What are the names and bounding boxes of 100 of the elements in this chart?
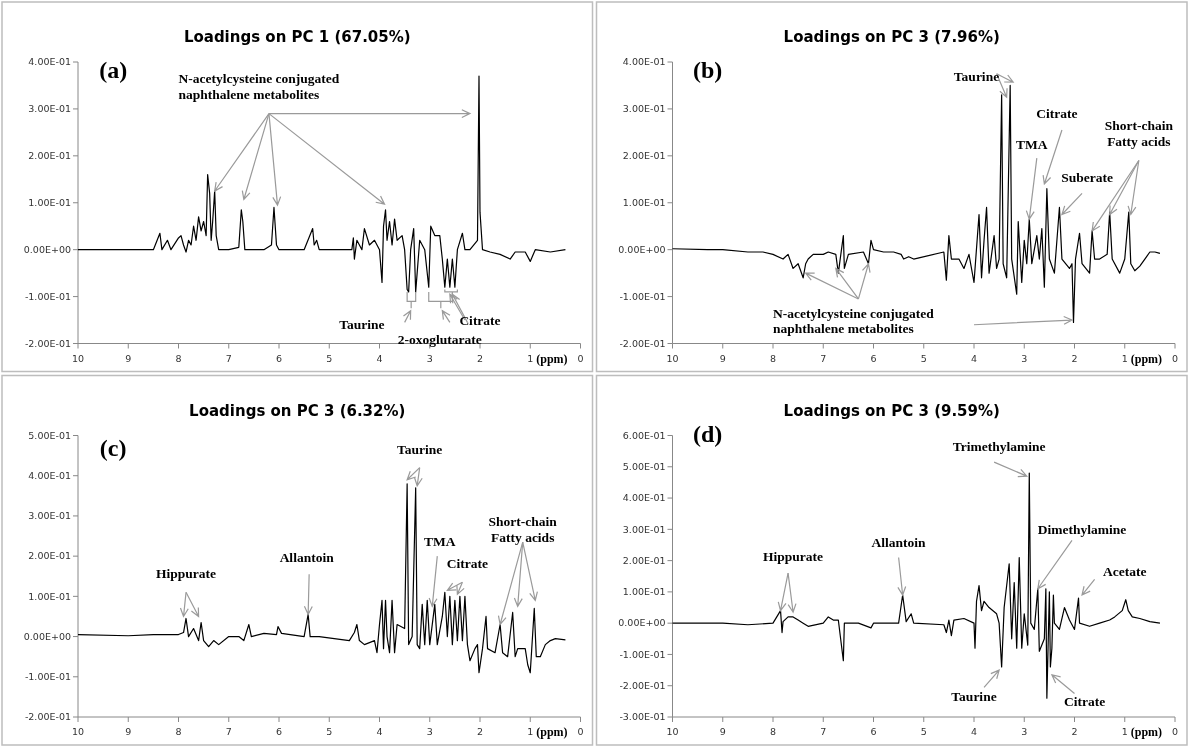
y-tick-label: -1.00E-01 <box>24 290 71 302</box>
annotation: Taurine <box>339 317 385 333</box>
x-axis-title: (ppm) <box>1130 725 1163 739</box>
y-tick-label: -1.00E-01 <box>619 290 666 302</box>
x-tick-label: 6 <box>275 726 283 737</box>
x-tick-label: 8 <box>175 726 182 737</box>
x-tick-label: 9 <box>719 726 726 737</box>
line-series <box>671 472 1161 699</box>
annotation: TMA <box>1016 136 1048 152</box>
x-tick-label: 3 <box>426 726 433 737</box>
x-tick-label: 3 <box>1021 726 1028 737</box>
annotation: Allantoin <box>871 534 927 550</box>
y-tick-label: -2.00E-01 <box>24 337 71 349</box>
x-tick-label: 8 <box>175 352 182 364</box>
y-tick-label: 4.00E-01 <box>28 470 71 482</box>
y-tick-label: -3.00E-01 <box>619 711 666 723</box>
y-tick-label: 5.00E-01 <box>28 429 71 441</box>
y-tick-label: 3.00E-01 <box>622 523 666 535</box>
annotation: Citrate <box>1036 106 1078 122</box>
chart-title: Loadings on PC 1 (67.05%) <box>183 28 411 46</box>
y-tick-label: 1.00E-01 <box>28 590 71 602</box>
y-tick-label: 0.00E+00 <box>23 243 71 255</box>
x-tick-label: 1 <box>1121 726 1128 737</box>
y-tick-label: 0.00E+00 <box>618 617 666 629</box>
x-tick-label: 2 <box>476 352 484 364</box>
y-tick-label: -2.00E-01 <box>619 680 666 692</box>
x-tick-label: 8 <box>769 352 777 364</box>
x-tick-label: 5 <box>920 352 927 364</box>
annotation: Hippurate <box>156 566 217 582</box>
x-tick-label: 3 <box>426 352 433 364</box>
y-tick-label: 1.00E-01 <box>28 197 71 209</box>
x-tick-label: 1 <box>527 726 534 737</box>
x-axis-title: (ppm) <box>1130 351 1163 366</box>
x-tick-label: 1 <box>527 352 534 364</box>
y-tick-label: -2.00E-01 <box>619 337 666 349</box>
annotation: Suberate <box>1061 169 1113 185</box>
annotation: (c) <box>99 434 127 461</box>
annotation: Taurine <box>953 68 1000 84</box>
x-tick-label: 7 <box>225 352 232 364</box>
annotation: Citrate <box>1063 694 1106 710</box>
x-tick-label: 4 <box>970 726 978 737</box>
line-series <box>77 483 567 674</box>
annotation: (a) <box>99 57 128 84</box>
annotation: Dimethylamine <box>1037 522 1127 538</box>
x-tick-label: 7 <box>225 726 232 737</box>
x-tick-label: 8 <box>769 726 777 737</box>
annotation: Citrate <box>446 556 489 572</box>
y-tick-label: 3.00E-01 <box>28 510 71 522</box>
x-tick-label: 9 <box>719 352 726 364</box>
y-tick-label: 3.00E-01 <box>622 103 666 115</box>
y-tick-label: 4.00E-01 <box>28 56 71 68</box>
y-tick-label: -1.00E-01 <box>619 648 666 660</box>
annotation: 2-oxoglutarate <box>397 331 482 347</box>
x-tick-label: 2 <box>476 726 484 737</box>
x-tick-label: 5 <box>326 726 333 737</box>
annotation: Trimethylamine <box>952 439 1046 455</box>
annotation: Taurine <box>951 689 997 705</box>
annotation: Taurine <box>397 441 443 457</box>
y-tick-label: 4.00E-01 <box>622 492 666 504</box>
x-tick-label: 0 <box>1171 352 1179 364</box>
x-tick-label: 0 <box>577 726 584 737</box>
annotation: N-acetylcysteine conjugated naphthalene metabolites <box>773 305 935 337</box>
x-tick-label: 7 <box>820 352 827 364</box>
y-tick-label: 0.00E+00 <box>23 630 71 642</box>
annotation: Citrate <box>459 312 501 328</box>
chart-title: Loadings on PC 3 (7.96%) <box>783 28 1000 46</box>
y-tick-label: 1.00E-01 <box>622 197 666 209</box>
x-tick-label: 6 <box>870 352 877 364</box>
y-tick-label: 3.00E-01 <box>28 103 71 115</box>
x-tick-label: 10 <box>71 726 85 737</box>
x-tick-label: 9 <box>125 726 132 737</box>
y-tick-label: -2.00E-01 <box>24 711 71 723</box>
y-tick-label: 2.00E-01 <box>28 150 71 162</box>
annotation: Acetate <box>1103 564 1147 580</box>
annotation: (d) <box>693 420 723 447</box>
x-tick-label: 2 <box>1071 352 1078 364</box>
annotation: (b) <box>693 57 723 84</box>
y-tick-label: 6.00E-01 <box>622 429 666 441</box>
y-tick-label: 2.00E-01 <box>622 150 666 162</box>
x-tick-label: 0 <box>577 352 584 364</box>
x-tick-label: 5 <box>326 352 333 364</box>
chart-title: Loadings on PC 3 (9.59%) <box>783 401 1000 420</box>
x-tick-label: 1 <box>1121 352 1128 364</box>
annotation: Short-chain Fatty acids <box>1104 118 1174 149</box>
x-tick-label: 9 <box>125 352 132 364</box>
y-tick-label: 1.00E-01 <box>622 586 666 598</box>
x-tick-label: 10 <box>71 352 85 364</box>
y-tick-label: 4.00E-01 <box>622 56 666 68</box>
x-tick-label: 10 <box>666 726 679 737</box>
x-tick-label: 7 <box>820 726 827 737</box>
annotation: Hippurate <box>763 548 824 564</box>
x-tick-label: 10 <box>666 352 679 364</box>
x-axis-title: (ppm) <box>536 725 568 739</box>
annotation: Short-chain Fatty acids <box>488 513 558 545</box>
x-tick-label: 3 <box>1021 352 1028 364</box>
x-tick-label: 4 <box>970 352 978 364</box>
y-tick-label: -1.00E-01 <box>24 671 71 683</box>
x-axis-title: (ppm) <box>536 351 568 366</box>
y-tick-label: 5.00E-01 <box>622 461 666 473</box>
annotation: TMA <box>424 534 456 550</box>
